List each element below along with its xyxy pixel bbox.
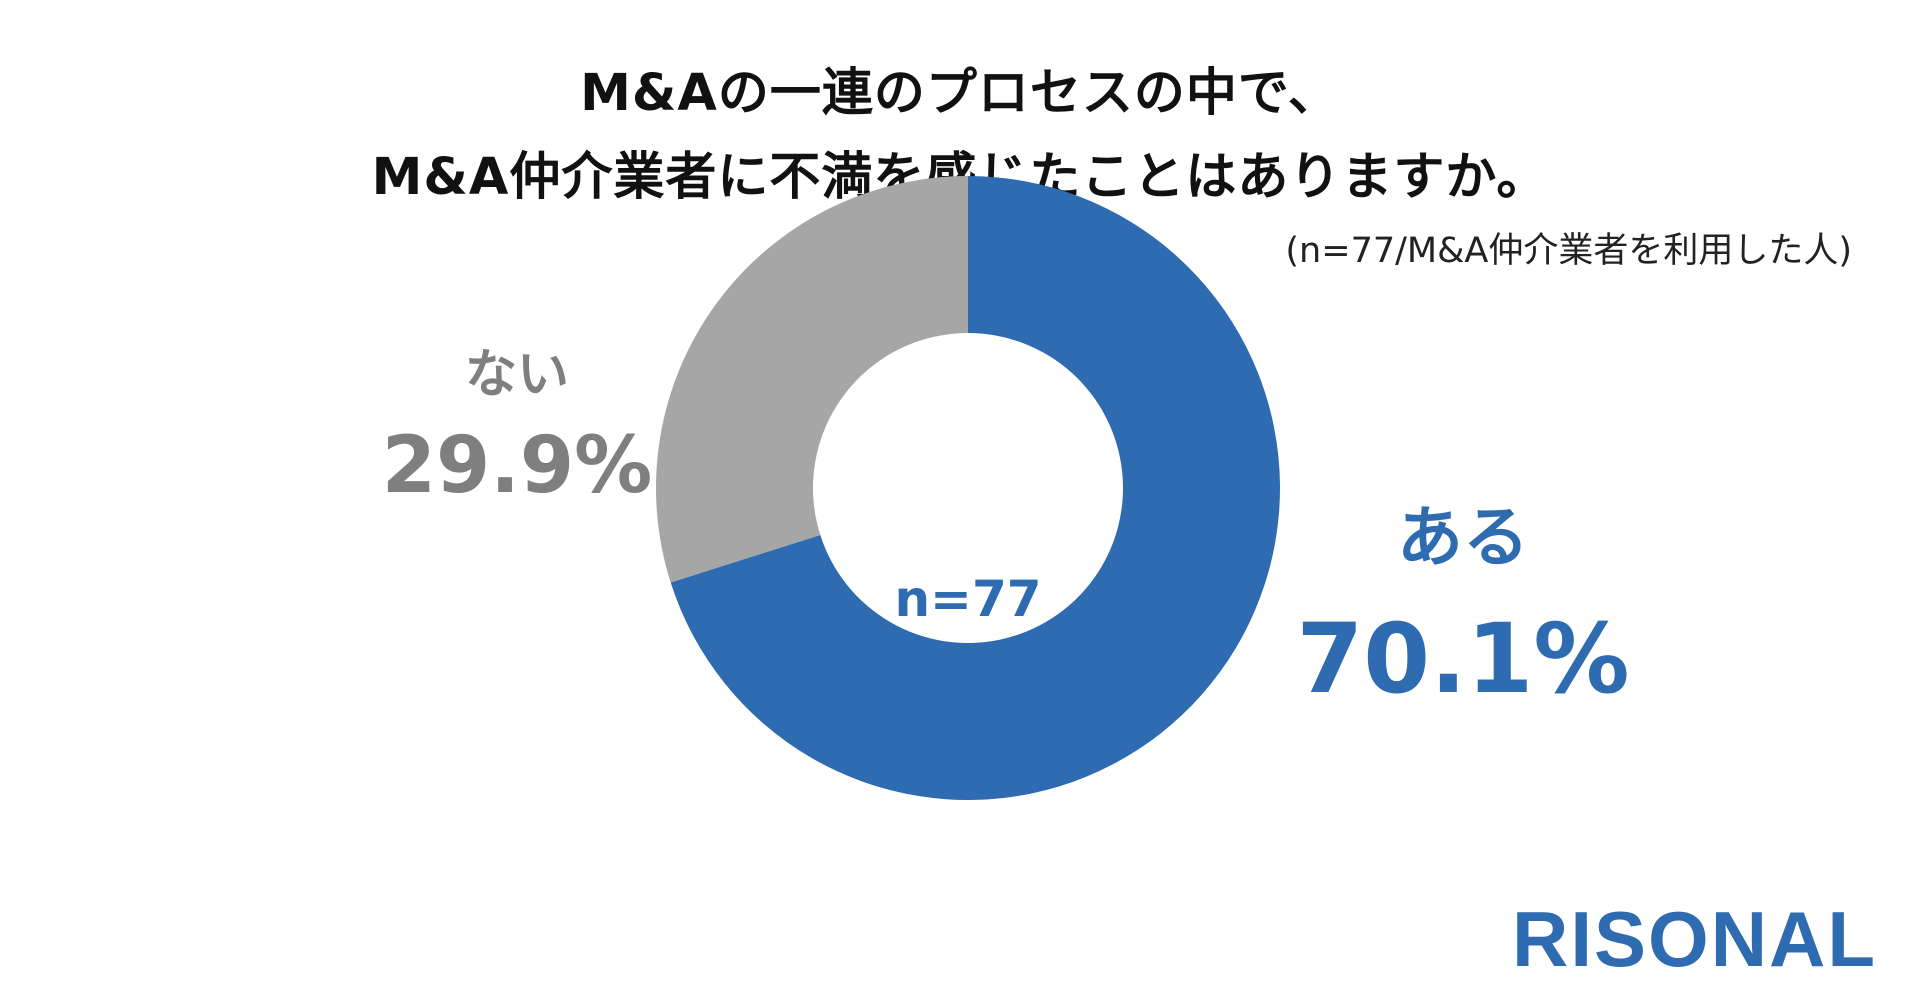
- slice-nai: [655, 176, 968, 583]
- category-label-nai: ない: [465, 345, 569, 405]
- title-line-1: M&Aの一連のプロセスの中で、: [580, 64, 1340, 123]
- center-label: n=77: [894, 570, 1041, 628]
- category-label-aru: ある: [1397, 499, 1529, 576]
- donut-slices: [655, 176, 1280, 800]
- value-label-aru: 70.1%: [1296, 603, 1629, 715]
- value-label-nai: 29.9%: [382, 421, 653, 511]
- sample-note: (n=77/M&A仲介業者を利用した人): [1285, 231, 1852, 271]
- risonal-logo: RISONAL: [1512, 895, 1877, 983]
- slice-aru: [670, 176, 1280, 800]
